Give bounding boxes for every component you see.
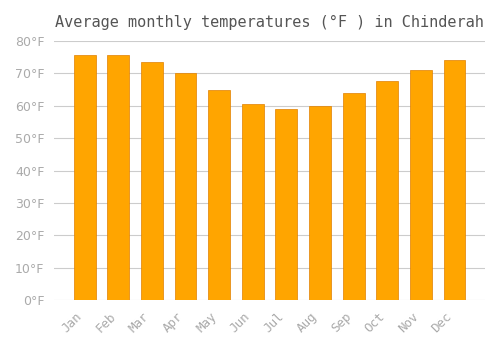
Bar: [309, 106, 331, 300]
Bar: [74, 56, 96, 300]
Bar: [444, 60, 466, 300]
Bar: [108, 56, 130, 300]
Bar: [376, 82, 398, 300]
Bar: [410, 70, 432, 300]
Bar: [242, 104, 264, 300]
Title: Average monthly temperatures (°F ) in Chinderah: Average monthly temperatures (°F ) in Ch…: [55, 15, 484, 30]
Bar: [276, 109, 297, 300]
Bar: [342, 93, 364, 300]
Bar: [141, 62, 163, 300]
Bar: [174, 73, 197, 300]
Bar: [208, 90, 230, 300]
